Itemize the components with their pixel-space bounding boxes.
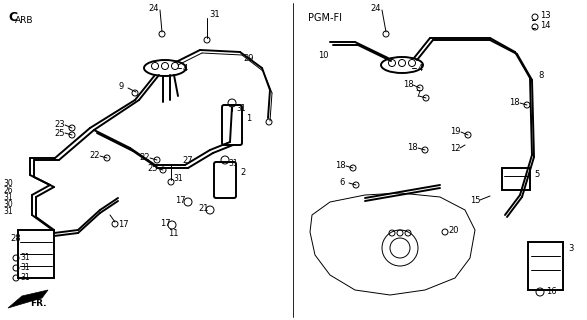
Text: 11: 11 [168,228,178,237]
Text: 3: 3 [568,244,573,252]
Text: 14: 14 [540,20,551,29]
Text: 31: 31 [3,193,13,202]
Text: C: C [8,11,17,23]
Text: PGM-FI: PGM-FI [308,13,342,23]
Text: 2: 2 [240,167,245,177]
Text: 31: 31 [173,173,183,182]
Text: 25: 25 [147,164,157,172]
Text: 24: 24 [370,4,380,12]
Text: 10: 10 [318,51,329,60]
Text: 18: 18 [335,161,346,170]
Text: 18: 18 [407,142,417,151]
Text: 30: 30 [3,199,13,209]
Text: 31: 31 [228,158,238,167]
Text: 27: 27 [182,156,193,164]
Text: 13: 13 [540,11,551,20]
Text: 8: 8 [538,70,544,79]
Text: 22: 22 [89,150,100,159]
Text: 4: 4 [418,63,423,73]
Text: 9: 9 [118,82,123,91]
Text: 7: 7 [415,90,420,99]
Text: 31: 31 [236,103,245,113]
Text: 30: 30 [3,179,13,188]
Text: 1: 1 [246,114,251,123]
Text: 6: 6 [339,178,345,187]
Text: 19: 19 [450,126,460,135]
Text: 16: 16 [546,287,556,297]
Text: 18: 18 [403,79,414,89]
Text: 12: 12 [450,143,460,153]
Text: 20: 20 [448,226,458,235]
Text: 31: 31 [20,252,29,261]
Text: 29: 29 [243,53,254,62]
Text: 17: 17 [175,196,185,204]
Text: 24: 24 [148,4,158,12]
Text: 4: 4 [183,63,188,73]
Text: 17: 17 [118,220,129,228]
Text: 22: 22 [139,153,150,162]
Text: 31: 31 [20,262,29,271]
Text: FR.: FR. [30,299,46,308]
Text: 17: 17 [160,219,171,228]
Text: 26: 26 [3,186,13,195]
Text: 21: 21 [198,204,208,212]
Text: 25: 25 [54,129,65,138]
Text: 31: 31 [209,10,220,19]
Polygon shape [8,290,48,308]
Text: 18: 18 [509,98,519,107]
Text: 31: 31 [3,206,13,215]
Text: 31: 31 [20,273,29,282]
Text: 23: 23 [54,119,65,129]
Text: ARB: ARB [15,15,33,25]
Text: 15: 15 [470,196,481,204]
Text: 28: 28 [10,234,21,243]
Text: 5: 5 [534,170,539,179]
